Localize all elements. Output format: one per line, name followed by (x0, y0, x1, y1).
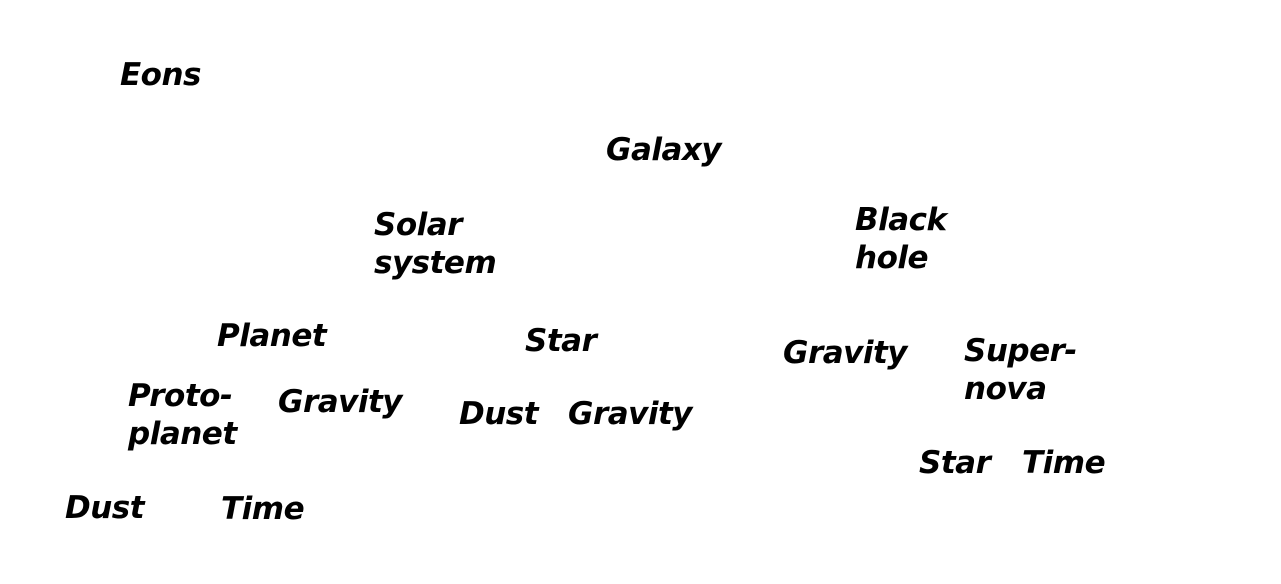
word-protoplanet-line-1: Proto- (128, 378, 233, 414)
word-gravity-3: Gravity (568, 395, 693, 433)
word-gravity-2-text: Gravity (278, 384, 403, 420)
word-eons: Eons (120, 56, 202, 94)
word-protoplanet: Proto- planet (128, 377, 237, 453)
word-dust-1-text: Dust (459, 396, 539, 432)
word-star-2: Star (919, 444, 991, 482)
word-time-1: Time (1022, 444, 1106, 482)
word-eons-text: Eons (120, 57, 202, 93)
word-black-hole-line-2: hole (855, 240, 929, 276)
word-supernova-line-1: Super- (964, 333, 1077, 369)
word-dust-1: Dust (459, 395, 539, 433)
word-protoplanet-line-2: planet (128, 416, 237, 452)
word-galaxy: Galaxy (606, 131, 722, 169)
word-solar-system-line-1: Solar (374, 207, 462, 243)
word-star-2-text: Star (919, 445, 991, 481)
word-dust-2-text: Dust (65, 490, 145, 526)
word-supernova-line-2: nova (964, 371, 1047, 407)
word-galaxy-text: Galaxy (606, 132, 722, 168)
word-gravity-1-text: Gravity (783, 335, 908, 371)
word-solar-system: Solar system (374, 206, 497, 282)
word-gravity-1: Gravity (783, 334, 908, 372)
word-supernova: Super- nova (964, 332, 1077, 408)
word-planet-text: Planet (217, 318, 327, 354)
word-dust-2: Dust (65, 489, 145, 527)
word-time-1-text: Time (1022, 445, 1106, 481)
word-solar-system-line-2: system (374, 245, 497, 281)
word-black-hole-line-1: Black (855, 202, 947, 238)
word-planet: Planet (217, 317, 327, 355)
word-gravity-3-text: Gravity (568, 396, 693, 432)
word-star-1-text: Star (525, 323, 597, 359)
word-star-1: Star (525, 322, 597, 360)
word-time-2-text: Time (221, 491, 305, 527)
word-gravity-2: Gravity (278, 383, 403, 421)
word-time-2: Time (221, 490, 305, 528)
word-black-hole: Black hole (855, 201, 947, 277)
